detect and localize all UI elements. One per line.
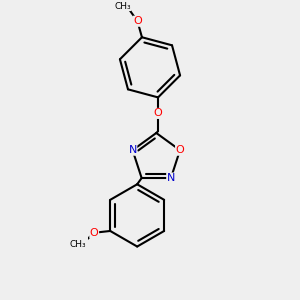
Text: CH₃: CH₃ bbox=[69, 240, 85, 249]
Text: O: O bbox=[133, 16, 142, 26]
Text: O: O bbox=[90, 228, 99, 238]
Text: N: N bbox=[167, 173, 175, 183]
Text: N: N bbox=[128, 145, 137, 155]
Text: CH₃: CH₃ bbox=[114, 2, 131, 10]
Text: O: O bbox=[176, 145, 184, 155]
Text: O: O bbox=[154, 108, 162, 118]
